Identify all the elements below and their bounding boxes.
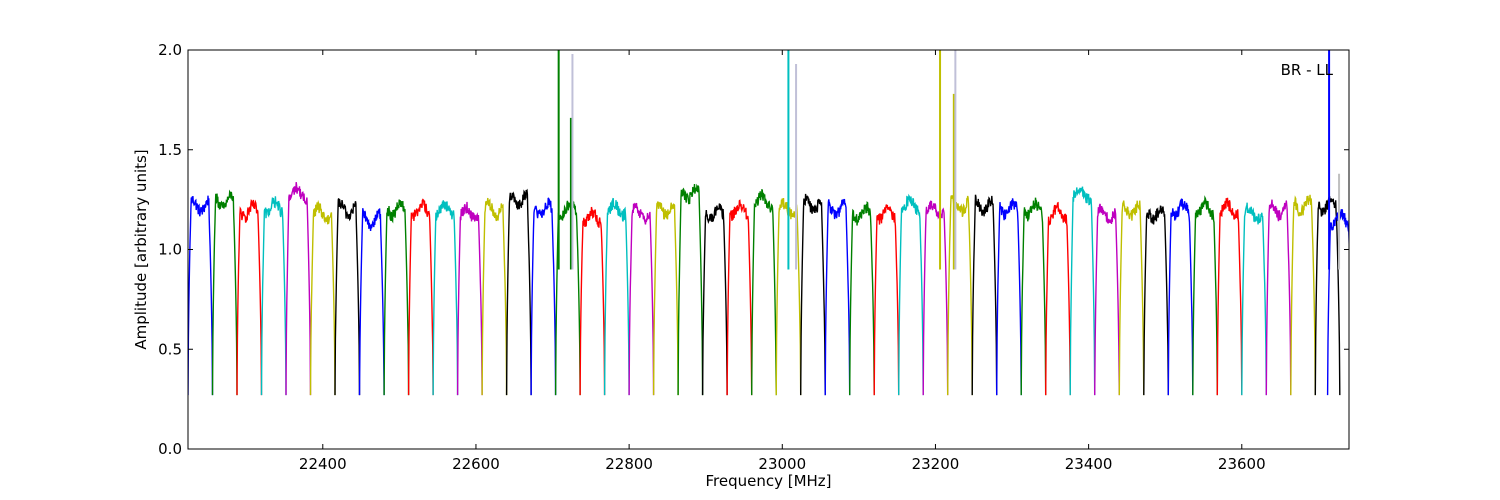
y-axis-ticks: 0.0 0.5 1.0 1.5 2.0 [158, 41, 1349, 458]
spectrum-channel-32 [971, 194, 998, 396]
spectrum-channel-11 [456, 201, 483, 396]
baseline-annotation: BR - LL [1281, 61, 1334, 79]
spectrum-channel-26 [824, 198, 851, 396]
spectrum-channel-16 [579, 206, 606, 396]
spectrum-channel-40 [1167, 197, 1194, 396]
spectrum-channel-34 [1020, 197, 1047, 396]
spectrum-channel-25 [800, 193, 826, 396]
spectrum-channel-20 [677, 183, 704, 396]
y-tick-label: 2.0 [158, 41, 182, 59]
spectrum-channel-29 [898, 193, 924, 396]
spectrum-channel-44 [1265, 199, 1292, 396]
x-tick-label: 23400 [1065, 455, 1113, 473]
y-tick-label: 0.5 [158, 340, 182, 358]
spectrum-channel-19 [652, 201, 679, 396]
spectrum-channel-31 [947, 194, 973, 396]
spectrum-channel-22 [726, 199, 753, 396]
spectrum-channel-42 [1216, 197, 1243, 396]
spectrum-channel-21 [701, 203, 728, 396]
spectrum-channel-8 [383, 199, 410, 396]
spectrum-channel-15 [554, 199, 581, 396]
x-tick-label: 23200 [912, 455, 960, 473]
x-tick-label: 22800 [605, 455, 653, 473]
spectrum-channel-33 [996, 198, 1022, 396]
spectrum-channel-17 [603, 197, 630, 396]
spectrum-channel-23 [751, 189, 777, 396]
x-tick-label: 23000 [758, 455, 806, 473]
spectrum-channel-13 [505, 188, 532, 396]
spectrum-channel-37 [1094, 203, 1120, 396]
spectrum-channel-9 [407, 198, 434, 396]
plot-area [188, 50, 1349, 396]
spectrum-channel-30 [922, 200, 949, 396]
spectrum-channel-39 [1143, 205, 1169, 396]
spectrum-channel-0 [188, 195, 214, 396]
x-axis-label: Frequency [MHz] [705, 472, 831, 490]
spectrum-channel-5 [309, 199, 336, 396]
y-tick-label: 1.5 [158, 141, 182, 159]
y-tick-label: 0.0 [158, 440, 182, 458]
spectrum-channel-27 [849, 201, 875, 396]
spectrum-channel-36 [1069, 186, 1096, 396]
spectrum-channel-4 [285, 182, 312, 396]
spectrum-channel-38 [1118, 200, 1145, 396]
spectrum-channel-14 [530, 196, 557, 396]
y-tick-label: 1.0 [158, 241, 182, 259]
spectrum-channel-18 [628, 202, 655, 396]
spectrum-channel-7 [358, 208, 385, 396]
spectrum-channel-35 [1045, 201, 1071, 396]
spectrum-channel-10 [432, 200, 459, 396]
y-axis-label: Amplitude [arbitrary units] [132, 149, 150, 349]
plot-frame [187, 49, 1350, 450]
spectrum-channel-43 [1241, 202, 1267, 396]
spectrum-channel-1 [211, 189, 238, 396]
x-tick-label: 23600 [1218, 455, 1266, 473]
spectrum-channel-2 [236, 199, 263, 396]
x-tick-label: 22400 [299, 455, 347, 473]
spectrum-channel-45 [1290, 194, 1316, 396]
spectrum-channel-46 [1314, 196, 1341, 396]
spectrum-channel-12 [481, 197, 508, 396]
spectrum-channel-6 [334, 198, 361, 396]
x-tick-label: 22600 [452, 455, 500, 473]
spectrum-channel-28 [873, 204, 900, 396]
x-axis-ticks: 22400 22600 22800 23000 23200 23400 23600 [299, 50, 1266, 473]
spectrum-channel-3 [260, 196, 287, 396]
spectrum-channel-41 [1192, 195, 1218, 396]
